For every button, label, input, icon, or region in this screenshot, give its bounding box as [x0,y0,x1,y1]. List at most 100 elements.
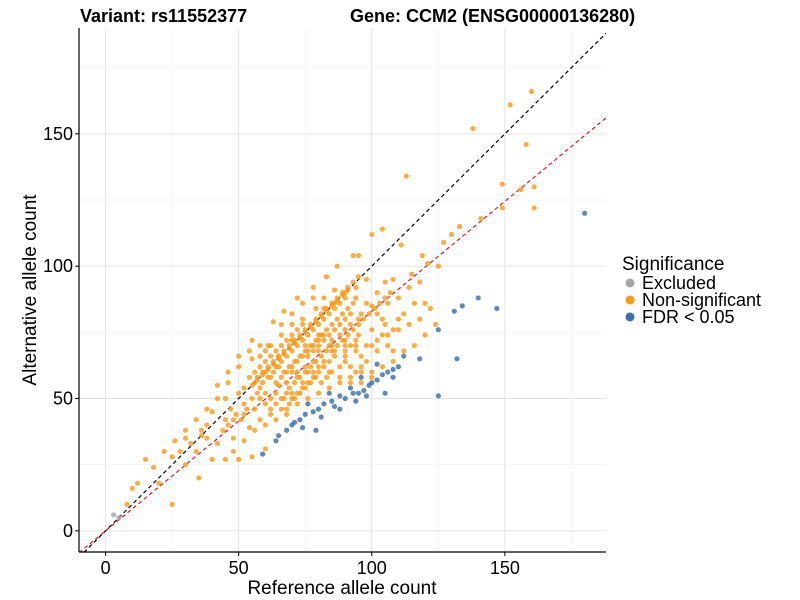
point-fdr-0-05 [395,364,401,370]
point-non-significant [249,382,255,388]
point-non-significant [449,231,455,238]
point-fdr-0-05 [385,369,391,375]
point-non-significant [363,276,370,283]
point-non-significant [358,311,364,317]
point-non-significant [302,329,308,335]
point-non-significant [222,395,228,402]
point-fdr-0-05 [353,398,359,404]
x-axis-label: Reference allele count [247,578,437,599]
point-non-significant [427,305,433,312]
point-non-significant [315,369,322,375]
point-fdr-0-05 [337,393,343,399]
point-non-significant [323,308,330,314]
point-non-significant [518,186,524,193]
point-non-significant [390,348,396,354]
point-fdr-0-05 [313,427,319,433]
x-tick-label: 150 [490,558,520,578]
point-non-significant [337,380,343,386]
point-fdr-0-05 [350,390,356,396]
x-tick-label: 0 [101,558,111,578]
point-non-significant [268,406,274,412]
point-non-significant [326,385,332,391]
point-non-significant [318,313,324,320]
point-non-significant [169,454,175,460]
point-non-significant [268,395,274,402]
point-non-significant [339,292,346,298]
point-non-significant [321,364,327,370]
point-non-significant [369,374,375,380]
point-non-significant [289,332,295,338]
data-points [111,88,588,521]
point-non-significant [315,342,322,349]
point-non-significant [499,181,505,187]
point-non-significant [334,342,340,349]
point-non-significant [347,364,354,370]
point-non-significant [433,321,439,328]
point-non-significant [379,332,386,338]
point-non-significant [278,332,284,338]
point-non-significant [419,252,425,259]
point-non-significant [307,324,314,330]
point-non-significant [268,342,274,349]
point-non-significant [371,305,378,312]
point-non-significant [257,395,263,402]
axes [78,28,606,553]
point-non-significant [270,369,276,375]
legend-swatch-excluded [625,278,635,288]
point-non-significant [278,406,284,412]
point-non-significant [358,380,364,386]
point-non-significant [262,390,268,396]
point-non-significant [268,411,274,417]
point-non-significant [342,342,348,349]
point-non-significant [422,332,428,338]
point-non-significant [156,480,162,486]
point-non-significant [406,284,412,290]
point-fdr-0-05 [284,427,290,433]
point-non-significant [294,369,300,375]
point-non-significant [382,321,388,328]
point-excluded [116,514,122,521]
point-fdr-0-05 [260,451,266,457]
point-non-significant [236,353,242,359]
point-non-significant [307,380,314,386]
point-non-significant [385,332,391,338]
point-fdr-0-05 [326,390,332,396]
point-fdr-0-05 [390,366,396,372]
point-non-significant [294,327,300,333]
point-non-significant [276,356,282,362]
point-non-significant [531,205,537,211]
point-non-significant [507,102,513,108]
point-non-significant [129,485,135,492]
point-non-significant [422,300,428,306]
point-non-significant [337,374,343,380]
point-non-significant [236,364,242,370]
point-non-significant [260,380,266,386]
point-non-significant [302,364,308,370]
point-non-significant [182,462,189,468]
point-non-significant [193,448,199,455]
point-non-significant [273,417,279,423]
point-non-significant [265,366,271,372]
point-non-significant [284,390,290,396]
point-non-significant [342,353,348,359]
point-non-significant [225,369,231,375]
point-non-significant [435,263,441,269]
point-fdr-0-05 [435,393,441,399]
point-non-significant [318,380,324,386]
point-non-significant [299,300,306,306]
point-non-significant [262,401,268,407]
point-non-significant [369,231,375,238]
point-non-significant [411,300,417,306]
point-non-significant [323,348,330,354]
point-non-significant [329,321,335,328]
point-non-significant [198,432,205,439]
point-non-significant [347,321,354,328]
point-non-significant [390,327,396,333]
point-non-significant [241,411,247,417]
point-non-significant [377,300,383,306]
point-non-significant [321,332,327,338]
point-non-significant [257,417,263,423]
point-non-significant [355,332,362,338]
axis-ticks: 0 50 100 150 0 50 100 150 [43,124,520,578]
